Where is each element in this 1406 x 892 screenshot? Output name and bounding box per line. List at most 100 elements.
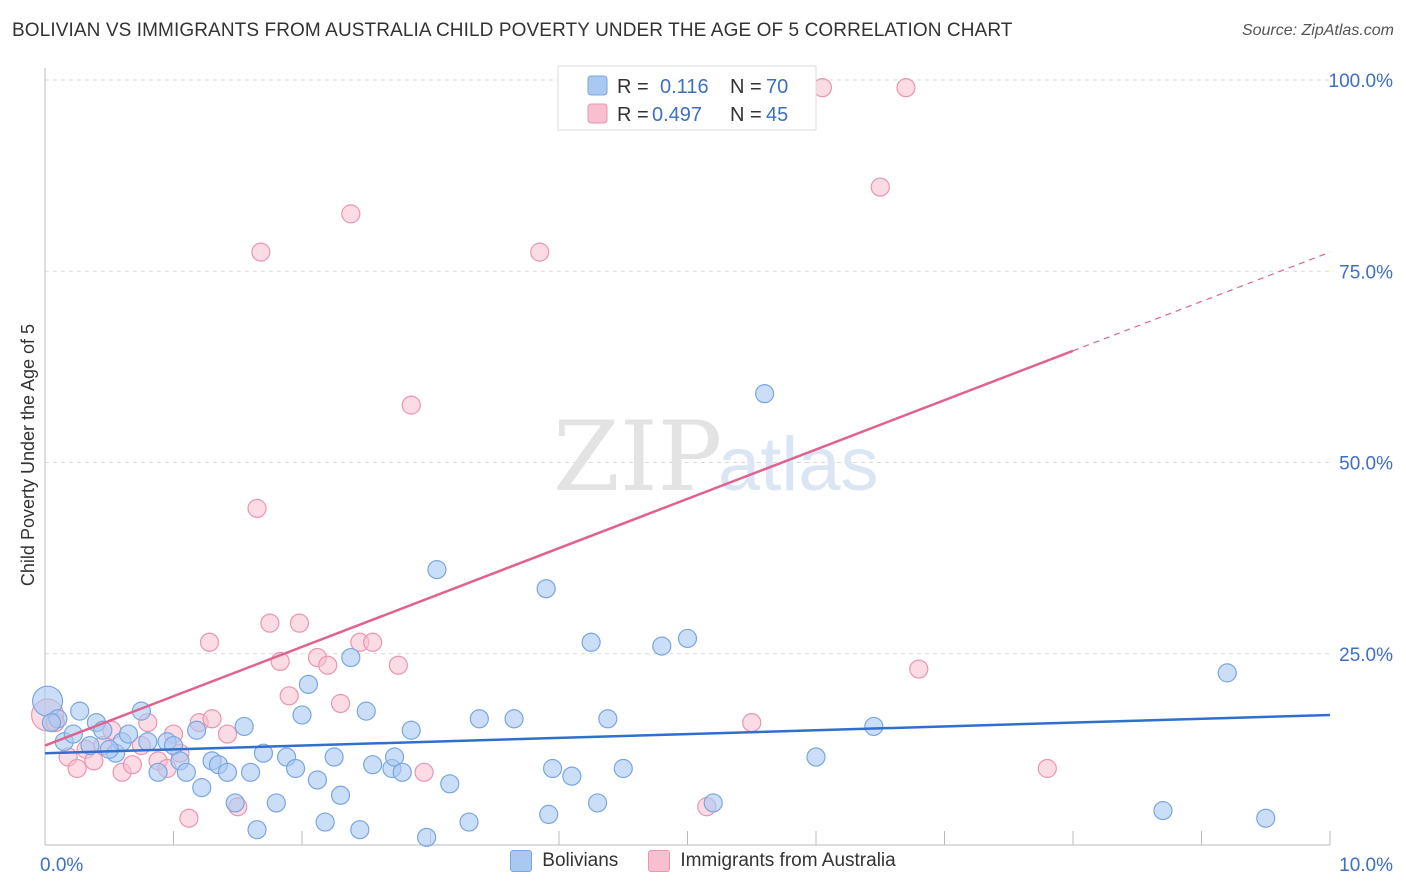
bolivians-point [384,747,405,767]
bolivians-point [598,709,618,729]
y-tick-label: 50.0% [1339,454,1393,475]
trend-layer [44,251,1331,755]
australia-point [279,686,299,706]
australia-trend-extension [1072,251,1331,352]
bolivians-point [703,793,723,813]
bolivians-label: Bolivians [542,850,619,871]
bolivians-point [350,820,370,840]
bolivians-swatch [510,850,533,872]
bolivians-point [427,559,447,580]
australia-point [247,498,267,518]
legend-pink-swatch [587,103,608,124]
australia-point [742,712,762,733]
bolivians-point [225,793,245,813]
bolivians-point [315,812,335,832]
bolivians-point [307,770,328,790]
legend-pink-n-label: N = [730,104,762,126]
australia-point [1037,758,1057,779]
bolivians-point [247,820,267,840]
grid-layer [45,79,1330,655]
bolivians-point [504,709,524,729]
x-tick-label: 0.0% [40,855,83,876]
australia-point [330,693,351,714]
legend-blue-n-label: N = [730,76,762,98]
bolivians-point [285,758,306,779]
y-axis-label: Child Poverty Under the Age of 5 [18,324,38,586]
correlation-legend: R = 0.116 N = 70 R = 0.497 N = 45 [557,65,817,131]
bolivians-point [613,758,633,779]
australia-point [122,755,142,775]
bolivians-point [138,732,158,752]
bolivians-point [587,793,608,813]
australia-point [318,655,338,675]
bolivians-point [440,774,460,794]
bolivians-point [806,747,826,767]
australia-point [401,395,421,415]
bolivians-point [192,778,212,798]
australia-point [388,655,408,675]
bolivians-point [581,632,601,652]
bolivians-point [469,709,489,729]
australia-point [179,808,199,828]
bolivians-point [266,793,286,813]
australia-point [67,758,87,779]
bolivians-point [292,705,312,725]
bolivians-point [652,636,672,656]
bolivians-trend-line [44,713,1331,755]
legend-item-bolivians: Bolivians [510,850,618,872]
australia-point [870,177,890,197]
series-bolivians-points [31,384,1276,847]
y-tick-label: 25.0% [1339,645,1393,666]
bolivians-point [217,762,238,782]
watermark-zip: ZIP [553,401,722,513]
australia-point [289,613,310,633]
bolivians-point [1256,808,1276,828]
bolivians-point [1217,663,1237,683]
series-legend: Bolivians Immigrants from Australia [0,850,1406,872]
series-australia-points [30,78,1057,828]
bolivians-point [187,720,207,740]
australia-point [909,659,929,679]
bolivians-point [1153,800,1173,821]
bolivians-point [253,743,274,763]
australia-point [217,724,238,744]
bolivians-point [70,701,90,721]
bolivians-point [754,384,775,404]
bolivians-point [864,716,884,737]
australia-label: Immigrants from Australia [680,850,896,871]
legend-item-australia: Immigrants from Australia [648,850,896,872]
bolivians-point [363,755,383,775]
legend-pink-r-value: 0.497 [652,104,702,126]
bolivians-point [459,812,479,832]
bolivians-point [401,720,421,740]
legend-blue-n-value: 70 [766,76,788,98]
australia-point [199,632,220,652]
bolivians-point [330,785,351,805]
watermark: ZIP atlas [553,401,879,513]
ticks-layer: 25.0% 50.0% 75.0% 100.0% 0.0% 10.0% [40,71,1393,876]
legend-blue-r-value: 0.116 [660,76,709,98]
bolivians-point [324,747,344,767]
bolivians-point [536,579,556,599]
australia-point [341,204,361,224]
australia-point [363,632,383,652]
bolivians-point [341,647,361,668]
australia-swatch [648,850,671,872]
legend-blue-r-label: R = [617,76,649,98]
bolivians-point [298,674,319,694]
legend-blue-swatch [587,75,608,96]
source-label: Source: ZipAtlas.com [1241,22,1394,39]
bolivians-point [176,762,196,782]
bolivians-point [417,827,437,847]
bolivians-point [392,762,412,782]
australia-point [260,613,280,633]
bolivians-point [148,762,168,782]
australia-trend-line [44,349,1074,747]
bolivians-point [677,628,698,649]
x-tick-label: 10.0% [1339,855,1393,876]
bolivians-point [118,724,139,744]
australia-point [896,78,916,98]
legend-pink-r-label: R = [617,104,649,126]
bolivians-point [241,762,261,782]
